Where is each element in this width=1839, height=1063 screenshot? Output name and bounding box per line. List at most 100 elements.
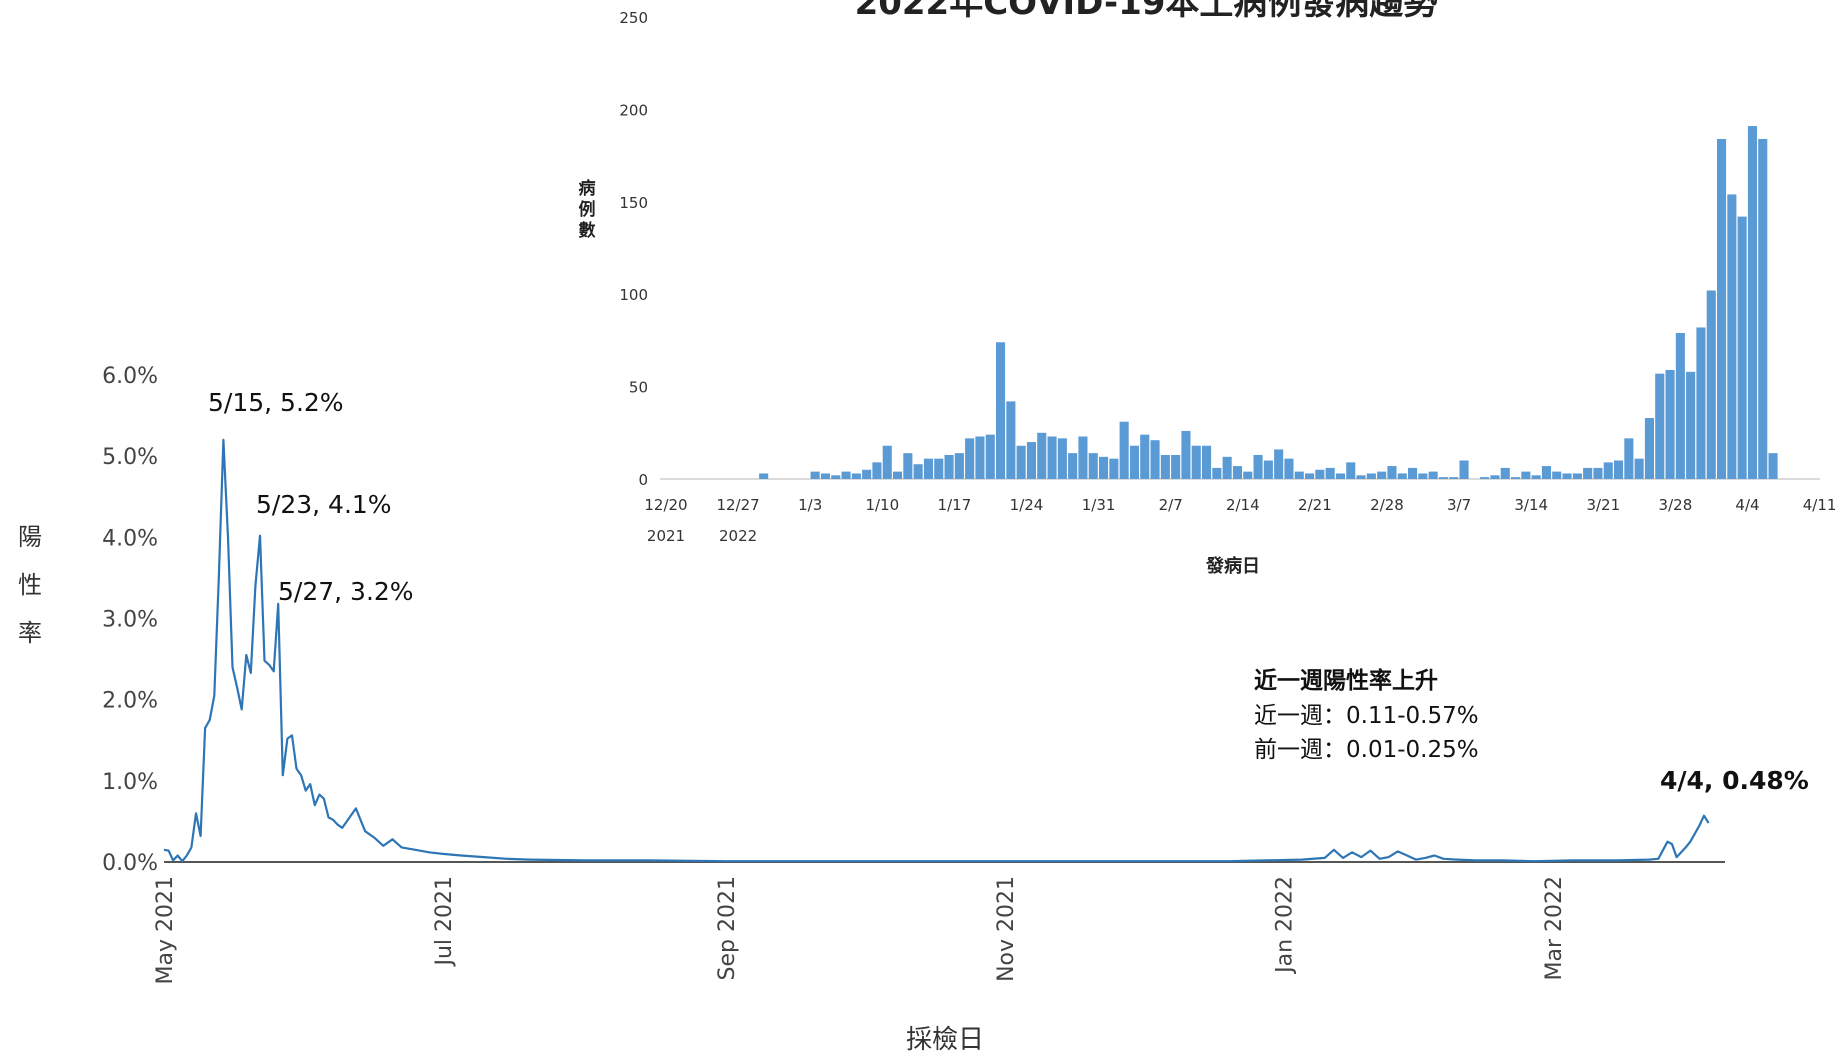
inset-y-tick-label: 250 (619, 9, 648, 27)
inset-bar (759, 473, 769, 479)
inset-bar (1294, 471, 1304, 479)
x-tick-label: Sep 2021 (715, 876, 740, 980)
inset-bar (1016, 445, 1026, 479)
inset-bar (1160, 454, 1170, 479)
peak-annotation: 5/23, 4.1% (256, 490, 392, 519)
x-tick-label: May 2021 (153, 876, 178, 984)
inset-bar (1541, 466, 1551, 479)
inset-bar (1768, 453, 1778, 479)
inset-x-tick-label: 2/21 (1298, 496, 1332, 514)
inset-y-tick-label: 150 (619, 194, 648, 212)
inset-bar (862, 469, 872, 479)
series-line (163, 438, 1710, 863)
inset-bar (1480, 477, 1490, 479)
inset-title: 2022年COVID-19本土病例發病趨勢 (855, 0, 1438, 23)
inset-bar (810, 471, 820, 479)
inset-bar (1634, 458, 1644, 479)
inset-x-tick-label: 3/14 (1514, 496, 1548, 514)
inset-bar (1181, 430, 1191, 479)
inset-x-tick-label: 12/20 (644, 496, 687, 514)
y-tick-label: 0.0% (102, 851, 158, 876)
inset-bar (1212, 467, 1222, 479)
y-tick-label: 1.0% (102, 770, 158, 795)
x-tick-label: Mar 2022 (1542, 876, 1567, 981)
inset-bar (1243, 471, 1253, 479)
inset-bar (1737, 216, 1747, 480)
inset-bar (1047, 436, 1057, 479)
inset-bar (1511, 477, 1521, 479)
inset-bar (1397, 473, 1407, 479)
y-tick-label: 3.0% (102, 608, 158, 633)
inset-bar (1644, 418, 1654, 479)
inset-bar (1531, 475, 1541, 479)
inset-bar (1747, 126, 1757, 480)
inset-year-label: 2022 (719, 527, 757, 545)
inset-bar (882, 445, 892, 479)
inset-bar (1026, 442, 1036, 479)
inset-bar (1088, 453, 1098, 479)
inset-bar (934, 458, 944, 479)
inset-bar (923, 458, 933, 479)
inset-bar (820, 473, 830, 479)
inset-x-tick-label: 3/28 (1659, 496, 1693, 514)
inset-bar (893, 471, 903, 479)
y-axis-title-char: 性 (18, 571, 42, 599)
y-tick-label: 2.0% (102, 689, 158, 714)
inset-x-tick-label: 4/4 (1735, 496, 1759, 514)
inset-bar (1572, 473, 1582, 479)
inset-bar (1408, 467, 1418, 479)
inset-bar (1552, 471, 1562, 479)
inset-year-label: 2021 (647, 527, 685, 545)
inset-bar (1356, 475, 1366, 479)
inset-x-tick-label: 3/21 (1586, 496, 1620, 514)
inset-bar (1603, 462, 1613, 479)
inset-bar (1438, 477, 1448, 479)
inset-bar (1562, 473, 1572, 479)
inset-bar (1274, 449, 1284, 479)
inset-bar (1150, 440, 1160, 479)
inset-bar (1232, 466, 1242, 479)
x-tick-label: Jul 2021 (432, 876, 457, 968)
inset-bar (1171, 454, 1181, 479)
inset-bar (1253, 454, 1263, 479)
inset-bar (1706, 290, 1716, 479)
inset-bar (841, 471, 851, 479)
inset-bar (985, 434, 995, 479)
inset-x-tick-label: 1/31 (1082, 496, 1116, 514)
inset-bar (1655, 373, 1665, 479)
inset-bar (1449, 477, 1459, 479)
y-tick-label: 6.0% (102, 364, 158, 389)
inset-x-tick-label: 4/11 (1803, 496, 1837, 514)
inset-x-axis-title: 發病日 (1205, 555, 1260, 577)
inset-bar (1377, 471, 1387, 479)
inset-bar (1037, 432, 1047, 479)
inset-bar (1366, 473, 1376, 479)
inset-bar (944, 454, 954, 479)
inset-bar (1099, 456, 1109, 479)
inset-x-tick-label: 2/28 (1370, 496, 1404, 514)
inset-y-axis-title-char: 例 (579, 199, 596, 220)
inset-bar (1717, 138, 1727, 479)
inset-bar (1202, 445, 1212, 479)
inset-bar (1068, 453, 1078, 479)
peak-annotation: 5/27, 3.2% (278, 577, 414, 606)
inset-bar (1490, 475, 1500, 479)
inset-y-axis-title-char: 數 (579, 220, 596, 241)
inset-bar (1325, 467, 1335, 479)
inset-bar (1500, 467, 1510, 479)
note-line: 近一週：0.11-0.57% (1254, 703, 1479, 729)
inset-y-tick-label: 50 (629, 379, 648, 397)
inset-bar (1263, 460, 1273, 479)
inset-x-tick-label: 1/24 (1010, 496, 1044, 514)
inset-bar (1686, 371, 1696, 479)
inset-y-axis-title-char: 病 (579, 178, 596, 199)
inset-bar (913, 464, 923, 479)
inset-bar (975, 436, 985, 479)
positivity-line-chart: May 2021 Jul 2021 Sep 2021 Nov 2021 Jan 2022… (18, 438, 1725, 984)
note-title: 近一週陽性率上升 (1254, 667, 1438, 694)
inset-bar (1078, 436, 1088, 479)
inset-bar (1346, 462, 1356, 479)
inset-bar (1418, 473, 1428, 479)
inset-bar (1675, 333, 1685, 479)
